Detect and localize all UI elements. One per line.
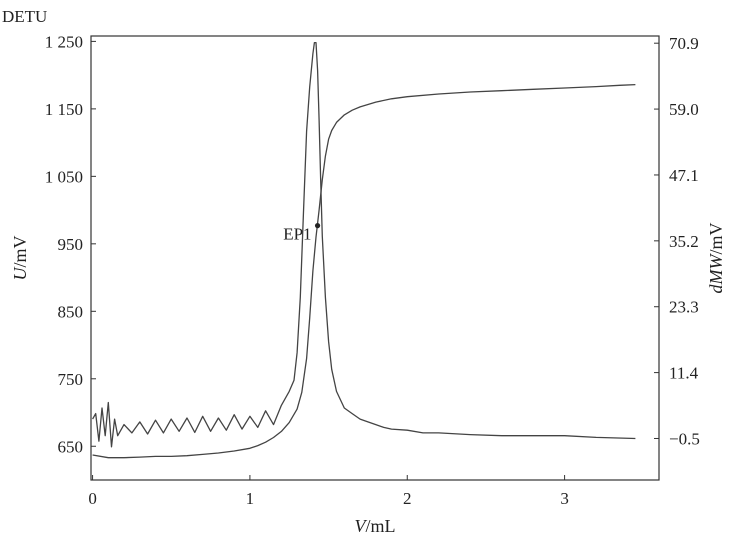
x-tick-label: 3 [560,489,569,508]
right-y-axis: 70.9 59.0 47.1 35.2 23.3 11.4 −0.5 [654,34,700,448]
x-tick-label: 2 [403,489,412,508]
ep1-marker [314,223,321,229]
x-tick-label: 0 [88,489,97,508]
left-tick-label: 950 [58,235,84,254]
left-tick-label: 650 [58,437,84,456]
potential-curve [92,83,636,459]
right-tick-label: 59.0 [669,100,699,119]
left-tick-label: 850 [58,302,84,321]
corner-label: DETU [2,7,47,26]
plot-frame [90,35,660,481]
left-tick-label: 1 150 [45,100,83,119]
x-axis-label: V/mL [355,516,396,536]
right-tick-label: 47.1 [669,166,699,185]
left-tick-label: 1 250 [45,32,83,51]
ep1-label: EP1 [283,225,311,244]
x-tick-label: 1 [246,489,255,508]
y-right-axis-label: dMW/mV [706,222,726,293]
right-tick-label: 11.4 [669,364,699,383]
left-tick-label: 1 050 [45,167,83,186]
series-layer [92,41,636,459]
right-tick-label: −0.5 [669,429,700,448]
right-tick-label: 23.3 [669,298,699,317]
right-tick-label: 35.2 [669,232,699,251]
left-y-axis: 1 250 1 150 1 050 950 850 750 650 [45,32,96,456]
derivative-curve [92,41,636,448]
y-left-axis-label: U/mV [10,235,30,280]
x-axis: 0 1 2 3 [88,475,569,508]
right-tick-label: 70.9 [669,34,699,53]
left-tick-label: 750 [58,370,84,389]
